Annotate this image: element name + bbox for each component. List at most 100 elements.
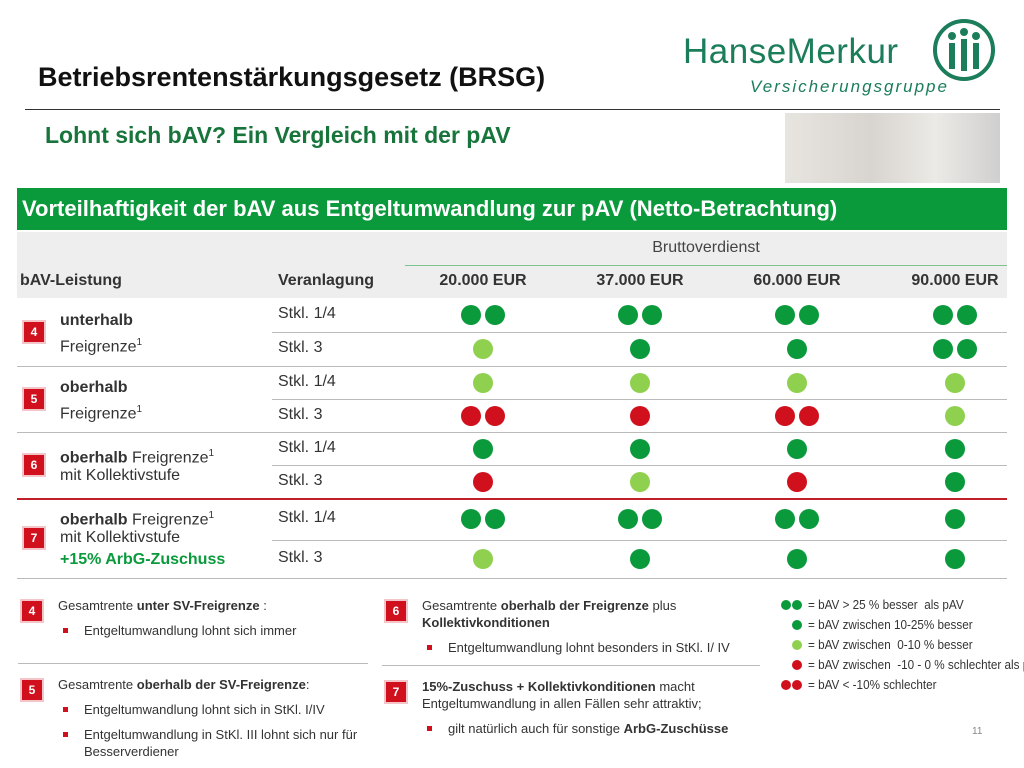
rating-dot	[957, 339, 977, 359]
row-rule	[17, 432, 1007, 433]
note-badge: 4	[22, 601, 42, 621]
heading-part: unter SV-Freigrenze	[136, 598, 260, 613]
rating-dot	[945, 509, 965, 529]
label-part: mit Kollektivstufe	[60, 529, 181, 546]
label-part: Freigrenze	[127, 449, 209, 467]
column-header: 90.000 EUR	[911, 272, 999, 289]
rating-dot	[473, 339, 493, 359]
rating-dot	[485, 509, 505, 529]
rating-dot	[945, 471, 965, 492]
note: Gesamtrente unter SV-Freigrenze : Entgelt…	[58, 597, 358, 639]
label-part: Freigrenze	[60, 405, 137, 423]
row-rule	[17, 578, 1007, 579]
group-header-rule	[405, 265, 1007, 266]
note-heading: Gesamtrente oberhalb der SV-Freigrenze:	[58, 676, 358, 693]
note: 15%-Zuschuss + Kollektivkonditionen mach…	[422, 678, 752, 737]
legend-dot	[781, 680, 791, 690]
group-badge: 7	[24, 528, 44, 548]
bullet-marker	[63, 628, 68, 633]
rating-dot	[945, 372, 965, 393]
heading-part: plus	[648, 598, 677, 613]
label-part: oberhalb	[60, 449, 128, 467]
rating-dot	[618, 509, 638, 529]
note-bullet: Entgeltumwandlung lohnt sich immer	[58, 622, 358, 639]
row-rule	[272, 332, 1007, 333]
photo	[785, 113, 1000, 183]
rating-dot	[630, 471, 650, 492]
row-class: Stkl. 1/4	[278, 305, 336, 322]
legend-text: = bAV zwischen 10-25% besser	[808, 617, 973, 632]
rating-dot	[787, 438, 807, 459]
heading-part: 15%-Zuschuss + Kollektivkonditionen	[422, 679, 656, 694]
note-heading: 15%-Zuschuss + Kollektivkonditionen mach…	[422, 678, 752, 712]
legend-text: = bAV zwischen 0-10 % besser	[808, 637, 973, 652]
bullet-part: ArbG-Zuschüsse	[623, 721, 729, 736]
rating-dot	[775, 405, 795, 426]
legend-dot	[792, 660, 802, 670]
legend-text: = bAV zwischen -10 - 0 % schlechter als …	[808, 657, 1024, 672]
label-part: 1	[208, 448, 215, 459]
note-bullet: Entgeltumwandlung lohnt sich in StKl. I/…	[58, 701, 358, 718]
rating-dot	[485, 405, 505, 426]
row-rule	[272, 540, 1007, 541]
group-label: +15% ArbG-Zuschuss	[60, 549, 225, 571]
rating-dot	[799, 509, 819, 529]
rating-dot	[933, 305, 953, 325]
note-rule	[18, 663, 368, 664]
note-badge: 6	[386, 601, 406, 621]
legend-text: = bAV > 25 % besser als pAV	[808, 597, 964, 612]
legend-dot	[792, 680, 802, 690]
heading-part: :	[305, 677, 310, 692]
rating-dot	[799, 305, 819, 325]
bullet-marker	[427, 726, 432, 731]
bullet-part: Entgeltumwandlung in StKl. III lohnt sic…	[84, 727, 358, 759]
logo-name: HanseMerkur	[683, 32, 899, 71]
page-number: 11	[972, 726, 983, 737]
row-rule	[17, 498, 1007, 500]
rating-dot	[630, 549, 650, 569]
rating-dot	[642, 509, 662, 529]
group-label: mit Kollektivstufe	[60, 465, 180, 487]
rating-dot	[461, 305, 481, 325]
row-class: Stkl. 3	[278, 471, 323, 489]
rating-dot	[630, 438, 650, 459]
logo-tagline: Versicherungsgruppe	[750, 77, 949, 96]
heading-part: macht Entgeltumwandlung in allen Fällen …	[422, 679, 702, 711]
rating-dot	[461, 509, 481, 529]
heading-part: Gesamtrente	[58, 677, 137, 692]
group-badge: 5	[24, 389, 44, 409]
note-badge: 5	[22, 680, 42, 700]
heading-part: :	[259, 598, 267, 613]
table-title-bar	[17, 188, 1007, 230]
bullet-marker	[63, 732, 68, 737]
rating-dot	[945, 438, 965, 459]
row-class: Stkl. 3	[278, 339, 323, 356]
heading-part: oberhalb der SV-Freigrenze	[136, 677, 306, 692]
row-class: Stkl. 3	[278, 405, 323, 423]
rating-dot	[787, 372, 807, 393]
column-header: bAV-Leistung	[20, 272, 122, 289]
rating-dot	[630, 339, 650, 359]
rating-dot	[642, 305, 662, 325]
label-part: Freigrenze	[60, 338, 137, 356]
rating-dot	[473, 438, 493, 459]
legend-dot	[792, 620, 802, 630]
legend-dot	[781, 600, 791, 610]
rating-dot	[473, 372, 493, 393]
row-class: Stkl. 1/4	[278, 438, 336, 456]
label-part: Freigrenze	[127, 511, 209, 529]
label-part: +15% ArbG-Zuschuss	[60, 551, 226, 568]
rating-dot	[473, 549, 493, 569]
bullet-part: Entgeltumwandlung lohnt sich in StKl. I/…	[84, 702, 325, 717]
rating-dot	[618, 305, 638, 325]
note-heading: Gesamtrente oberhalb der Freigrenze plus…	[422, 597, 752, 631]
note-badge: 7	[386, 682, 406, 702]
bullet-part: gilt natürlich auch für sonstige	[448, 721, 624, 736]
label-part: unterhalb	[60, 312, 133, 329]
row-rule	[272, 465, 1007, 466]
legend-dot	[792, 640, 802, 650]
rating-dot	[775, 509, 795, 529]
label-part: oberhalb	[60, 379, 128, 396]
rating-dot	[799, 405, 819, 426]
